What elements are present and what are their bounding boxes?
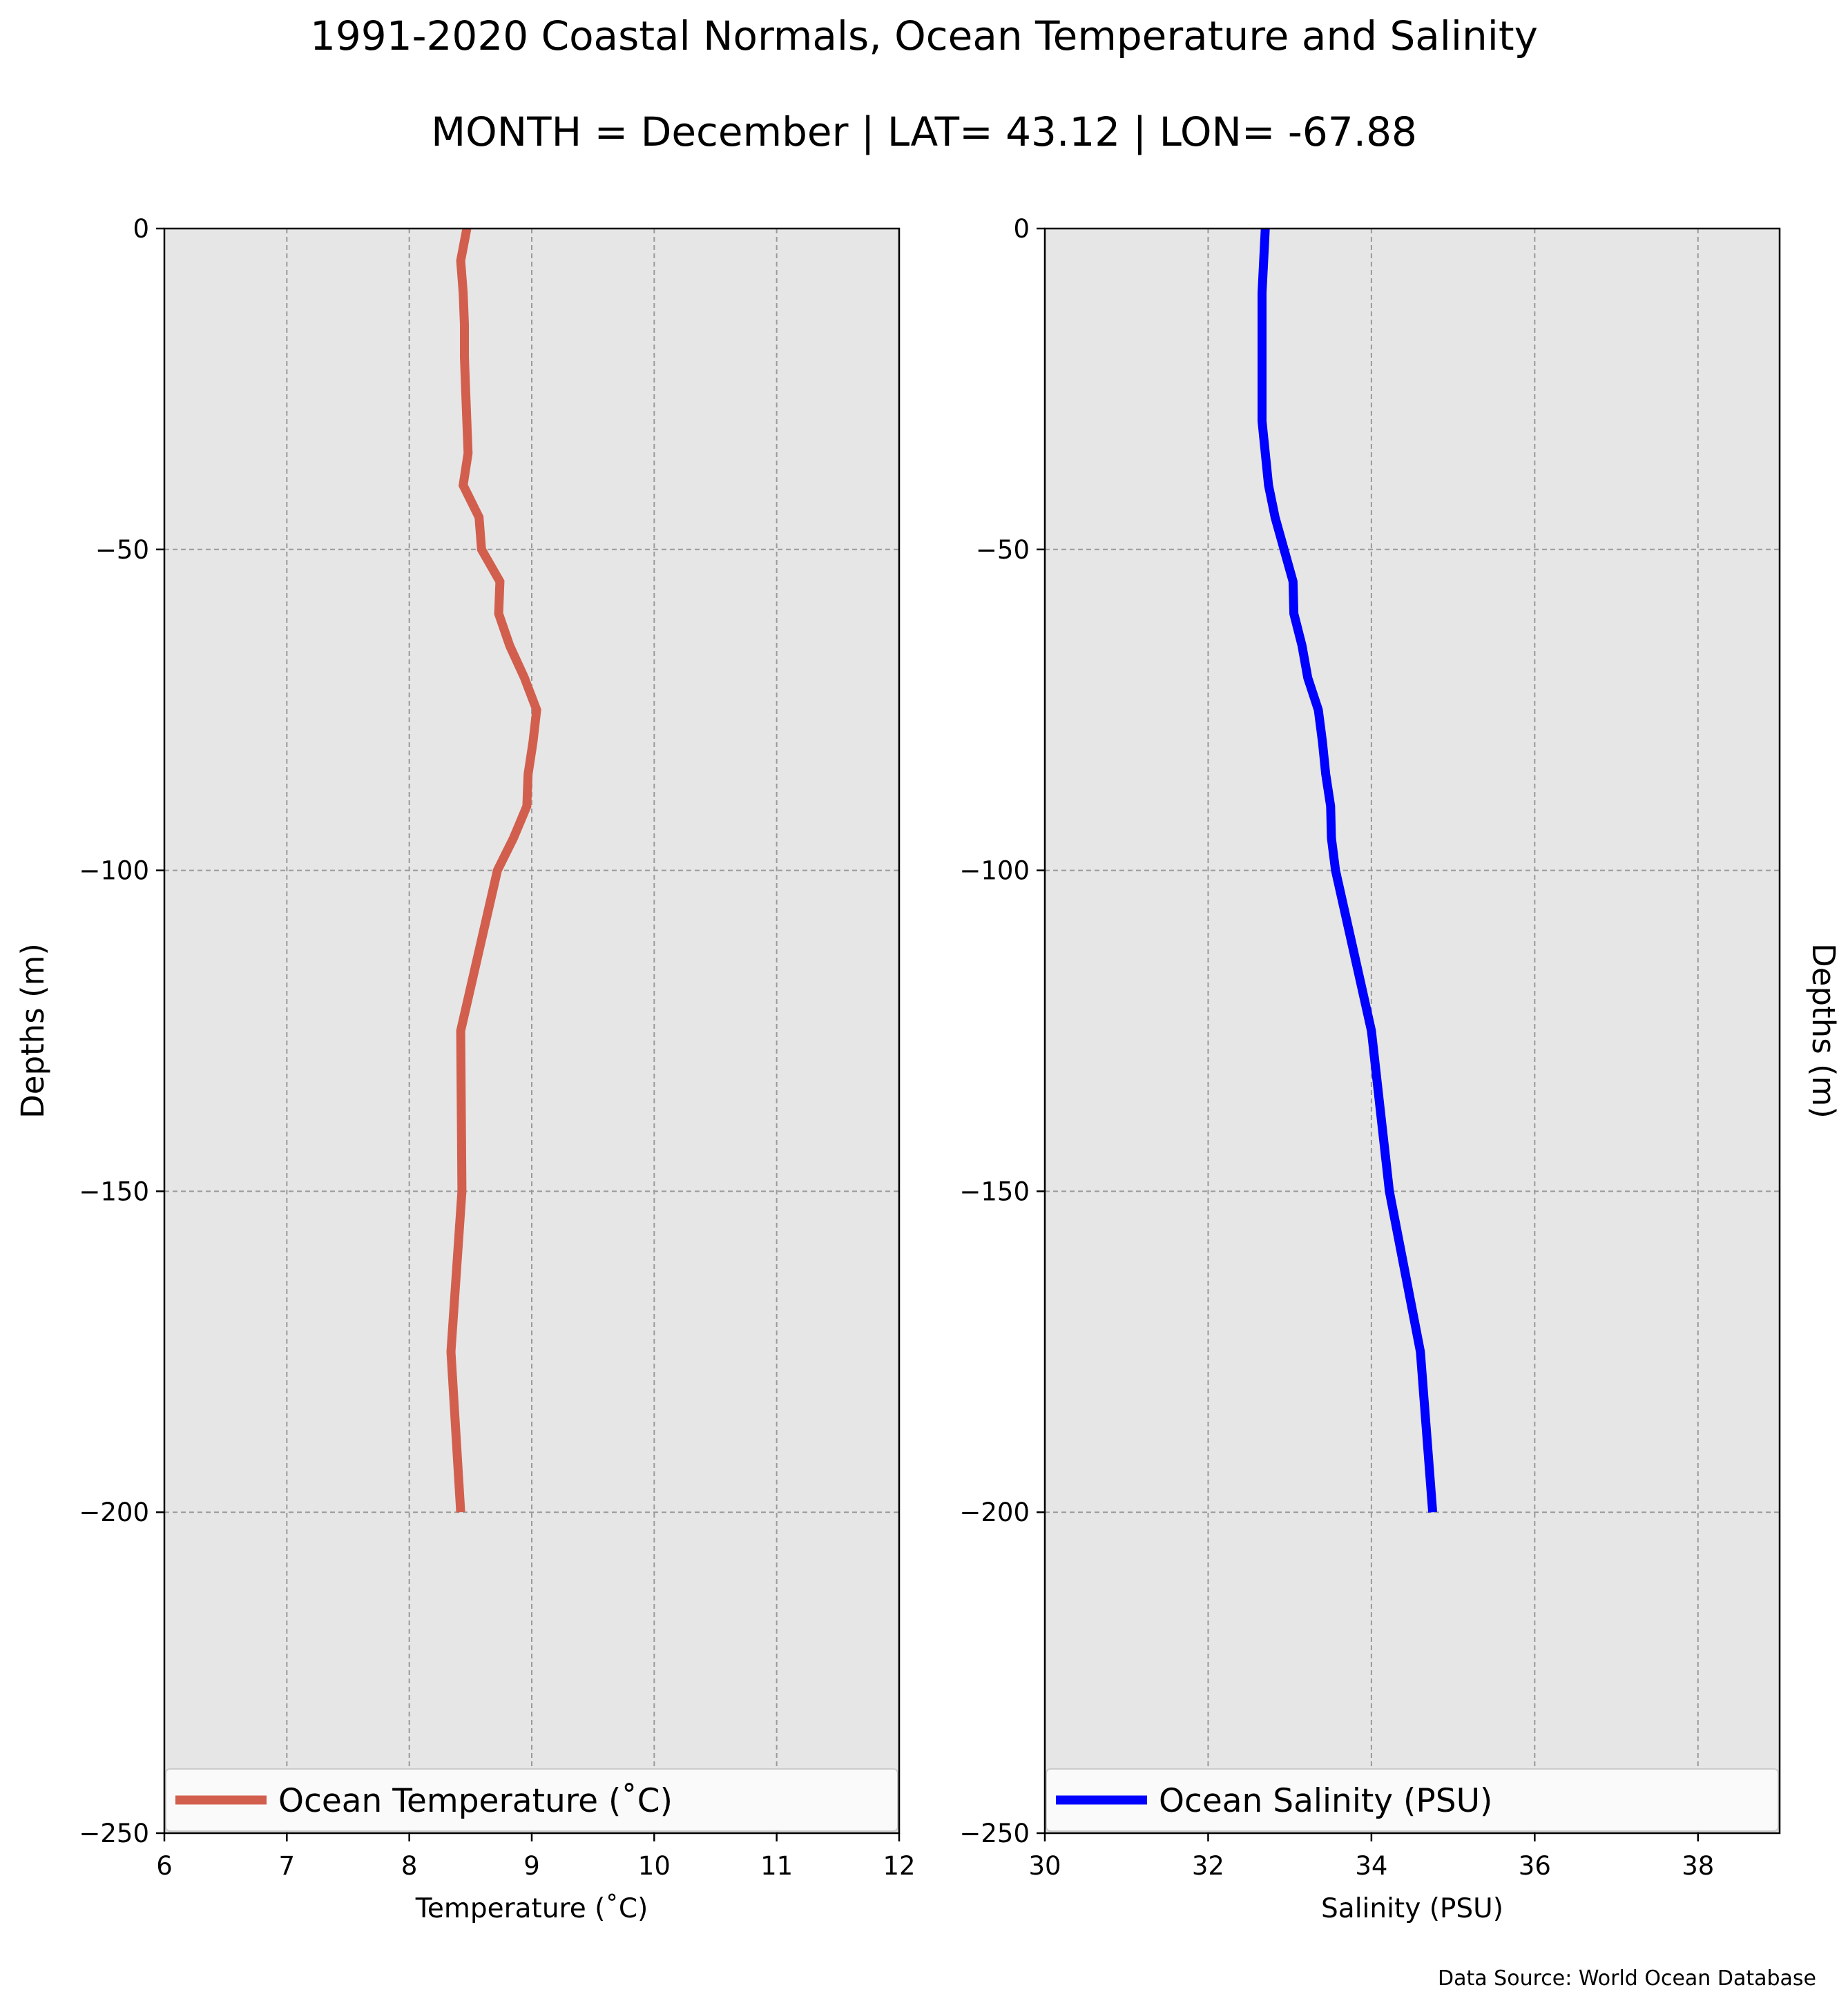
sal-series-line-0 xyxy=(1258,228,1438,1513)
sal-ytick-label-1: −50 xyxy=(976,535,1030,565)
chart-title: 1991-2020 Coastal Normals, Ocean Tempera… xyxy=(310,12,1538,59)
sal-ytick-label-3: −150 xyxy=(959,1177,1030,1206)
sal-ytick-label-4: −200 xyxy=(959,1498,1030,1527)
salinity-panel: Ocean Salinity (PSU) 30 32 34 36 38 0 −50 −100 −1… xyxy=(959,214,1842,1924)
temp-ytick-label-2: −100 xyxy=(79,856,149,886)
sal-xtick-label-3: 36 xyxy=(1519,1851,1551,1881)
temp-ytick-label-1: −50 xyxy=(95,535,149,565)
sal-xtick-label-2: 34 xyxy=(1355,1851,1387,1881)
sal-xtick-label-0: 30 xyxy=(1028,1851,1061,1881)
temp-ytick-label-5: −250 xyxy=(79,1819,149,1848)
temp-x-axis-label: Temperature (˚C) xyxy=(415,1893,648,1924)
temp-legend-box xyxy=(165,1768,898,1832)
sal-y-axis-label: Depths (m) xyxy=(1805,943,1842,1119)
sal-legend-label: Ocean Salinity (PSU) xyxy=(1159,1782,1492,1820)
temp-y-axis-label: Depths (m) xyxy=(15,943,51,1119)
sal-x-axis-label: Salinity (PSU) xyxy=(1321,1893,1503,1924)
temp-xtick-label-0: 6 xyxy=(156,1851,173,1881)
temp-series-line-0 xyxy=(446,227,541,1513)
sal-legend-box xyxy=(1046,1768,1779,1832)
sal-xtick-label-4: 38 xyxy=(1682,1851,1714,1881)
temp-xtick-label-6: 12 xyxy=(883,1851,915,1881)
sal-axes-frame xyxy=(1043,227,1781,1835)
temp-xtick-label-3: 9 xyxy=(523,1851,540,1881)
temp-xtick-label-2: 8 xyxy=(401,1851,418,1881)
temp-ytick-label-4: −200 xyxy=(79,1498,149,1527)
sal-ytick-label-2: −100 xyxy=(959,856,1030,886)
temp-xtick-label-1: 7 xyxy=(279,1851,296,1881)
temp-xtick-label-5: 11 xyxy=(760,1851,793,1881)
temp-ytick-label-0: 0 xyxy=(133,214,149,244)
temp-legend-label: Ocean Temperature (˚C) xyxy=(278,1782,673,1820)
chart-subtitle: MONTH = December | LAT= 43.12 | LON= -67… xyxy=(431,108,1417,155)
temp-xtick-label-4: 10 xyxy=(638,1851,671,1881)
sal-xtick-label-1: 32 xyxy=(1192,1851,1224,1881)
sal-plot-background xyxy=(1045,229,1780,1833)
temperature-panel: Ocean Temperature (˚C) 6 7 8 9 10 11 12 0 −50 −100… xyxy=(15,214,916,1924)
data-source-note: Data Source: World Ocean Database xyxy=(1438,1966,1816,1991)
sal-ytick-label-5: −250 xyxy=(959,1819,1030,1848)
sal-ytick-label-0: 0 xyxy=(1013,214,1030,244)
temp-ytick-label-3: −150 xyxy=(79,1177,149,1206)
